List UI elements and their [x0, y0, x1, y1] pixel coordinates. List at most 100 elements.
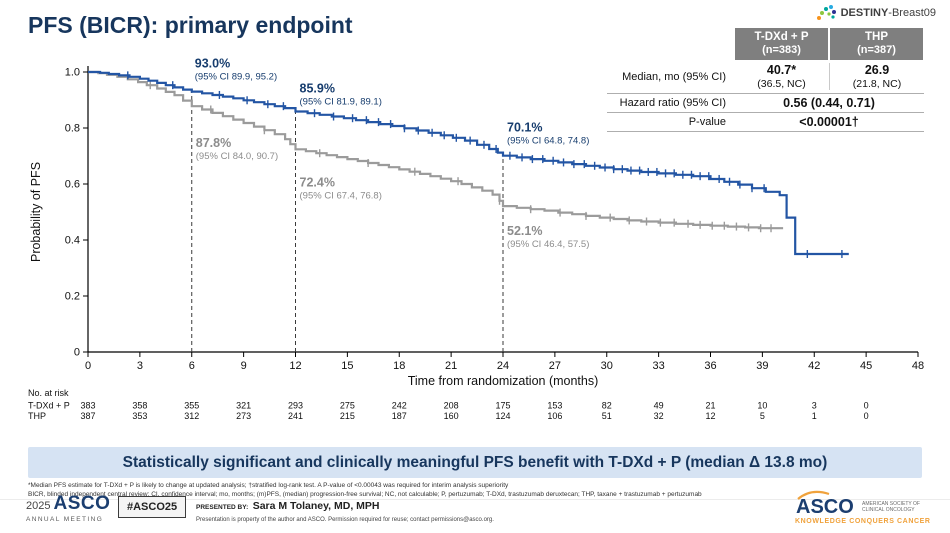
risk-count: 21	[705, 401, 715, 411]
risk-count: 215	[340, 411, 355, 421]
asco-logo-row: ASCO American Society of Clinical Oncolo…	[795, 490, 932, 516]
presented-by: PRESENTED BY: Sara M Tolaney, MD, MPH Pr…	[196, 496, 494, 523]
km-curves	[88, 70, 849, 258]
risk-count: 208	[444, 401, 459, 411]
y-tick-label: 0	[74, 347, 80, 359]
asco-wordmark-icon: ASCO	[796, 490, 854, 516]
median-value-tdxd-p: 40.7* (36.5, NC)	[734, 63, 829, 90]
risk-count: 124	[495, 411, 510, 421]
results-table-header-spacer	[607, 28, 734, 60]
x-tick-label: 0	[85, 360, 91, 372]
hazard-ratio-row: Hazard ratio (95% CI) 0.56 (0.44, 0.71)	[607, 94, 924, 113]
col-name-thp: THP	[865, 31, 888, 43]
landmark-ci: (95% CI 67.4, 76.8)	[300, 190, 382, 201]
risk-count: 0	[864, 411, 869, 421]
risk-row-label: THP	[28, 411, 46, 421]
destiny-breast09-icon	[816, 5, 836, 20]
y-tick-label: 0.6	[65, 179, 80, 191]
risk-count: 358	[132, 401, 147, 411]
risk-count: 49	[654, 401, 664, 411]
landmark-ci: (95% CI 64.8, 74.8)	[507, 136, 589, 147]
destiny-breast09-logo: DESTINY-Breast09	[815, 4, 936, 22]
x-tick-label: 36	[704, 360, 716, 372]
asco-annual-meeting-logo: 2025 ASCO ANNUAL MEETING	[26, 493, 110, 523]
annual-meeting-label: ANNUAL MEETING	[26, 516, 104, 523]
x-tick-label: 33	[653, 360, 665, 372]
results-table-header-row: T-DXd + P (n=383) THP (n=387)	[607, 28, 924, 60]
destiny-label-rest: -Breast09	[888, 7, 936, 19]
risk-count: 0	[864, 401, 869, 411]
results-table-col-thp: THP (n=387)	[830, 28, 923, 60]
presented-by-label: PRESENTED BY:	[196, 504, 249, 511]
x-tick-label: 21	[445, 360, 457, 372]
y-tick-label: 0.8	[65, 123, 80, 135]
footnotes: *Median PFS estimate for T-DXd + P is li…	[28, 482, 922, 499]
results-table-col-tdxd-p: T-DXd + P (n=383)	[735, 28, 828, 60]
p-value-label: P-value	[688, 116, 726, 128]
risk-count: 383	[80, 401, 95, 411]
risk-count: 275	[340, 401, 355, 411]
disclaimer: Presentation is property of the author a…	[196, 517, 494, 523]
risk-count: 106	[547, 411, 562, 421]
risk-count: 160	[444, 411, 459, 421]
risk-count: 153	[547, 401, 562, 411]
km-curve-thp	[88, 70, 784, 230]
risk-count: 187	[392, 411, 407, 421]
risk-count: 273	[236, 411, 251, 421]
x-tick-label: 48	[912, 360, 924, 372]
median-row-label: Median, mo (95% CI)	[622, 70, 726, 83]
x-tick-label: 30	[601, 360, 613, 372]
destiny-label-bold: DESTINY	[840, 7, 889, 19]
risk-count: 175	[495, 401, 510, 411]
landmark-label: 85.9%	[300, 81, 335, 95]
km-chart: 00.20.40.60.81.00 3 6 9 12 15 18 21 24 27 30 33 36 39…	[28, 57, 924, 421]
conclusion-banner: Statistically significant and clinically…	[28, 447, 922, 478]
results-table: T-DXd + P (n=383) THP (n=387) Median, mo…	[607, 28, 924, 132]
x-tick-label: 24	[497, 360, 509, 372]
y-tick-label: 1.0	[65, 67, 80, 79]
axes: 00.20.40.60.81.00 3 6 9 12 15 18 21 24 27 30 33 36 39…	[29, 66, 924, 388]
y-tick-label: 0.2	[65, 291, 80, 303]
risk-count: 32	[654, 411, 664, 421]
risk-count: 82	[602, 401, 612, 411]
x-tick-label: 6	[189, 360, 195, 372]
risk-count: 321	[236, 401, 251, 411]
risk-count: 10	[757, 401, 767, 411]
risk-row-label: T-DXd + P	[28, 401, 70, 411]
footnote-2: BICR, blinded independent central review…	[28, 490, 702, 498]
risk-count: 5	[760, 411, 765, 421]
col-n-thp: (n=387)	[857, 44, 896, 56]
col-n-tdxd-p: (n=383)	[762, 44, 801, 56]
x-axis-title: Time from randomization (months)	[408, 374, 599, 388]
risk-count: 1	[812, 411, 817, 421]
asco-tagline: KNOWLEDGE CONQUERS CANCER	[795, 518, 931, 525]
median-thp: 26.9	[864, 63, 890, 77]
y-tick-label: 0.4	[65, 235, 80, 247]
presented-by-line: PRESENTED BY: Sara M Tolaney, MD, MPH	[196, 496, 494, 514]
hazard-ratio-label: Hazard ratio (95% CI)	[619, 97, 726, 109]
risk-count: 387	[80, 411, 95, 421]
landmark-label: 87.8%	[196, 136, 231, 150]
x-tick-label: 45	[860, 360, 872, 372]
footnote-1: *Median PFS estimate for T-DXd + P is li…	[28, 482, 509, 489]
asco-annual-meeting-top: 2025 ASCO	[26, 493, 110, 515]
x-tick-label: 9	[241, 360, 247, 372]
landmark-label: 70.1%	[507, 121, 542, 135]
page-title: PFS (BICR): primary endpoint	[28, 12, 353, 38]
median-ci-tdxd-p: (36.5, NC)	[757, 78, 806, 90]
hazard-ratio-value: 0.56 (0.44, 0.71)	[783, 96, 875, 110]
asco-logo: ASCO American Society of Clinical Oncolo…	[795, 490, 932, 525]
median-ci-thp: (21.8, NC)	[852, 78, 902, 90]
x-tick-label: 3	[137, 360, 143, 372]
risk-count: 353	[132, 411, 147, 421]
x-tick-label: 42	[808, 360, 820, 372]
footer-divider	[0, 499, 950, 500]
x-tick-label: 18	[393, 360, 405, 372]
landmark-ci: (95% CI 81.9, 89.1)	[300, 96, 382, 107]
asco-wordmark-right: ASCO	[796, 496, 854, 516]
presenter-name: Sara M Tolaney, MD, MPH	[252, 500, 380, 512]
x-tick-label: 39	[756, 360, 768, 372]
y-axis-title: Probability of PFS	[29, 162, 43, 262]
